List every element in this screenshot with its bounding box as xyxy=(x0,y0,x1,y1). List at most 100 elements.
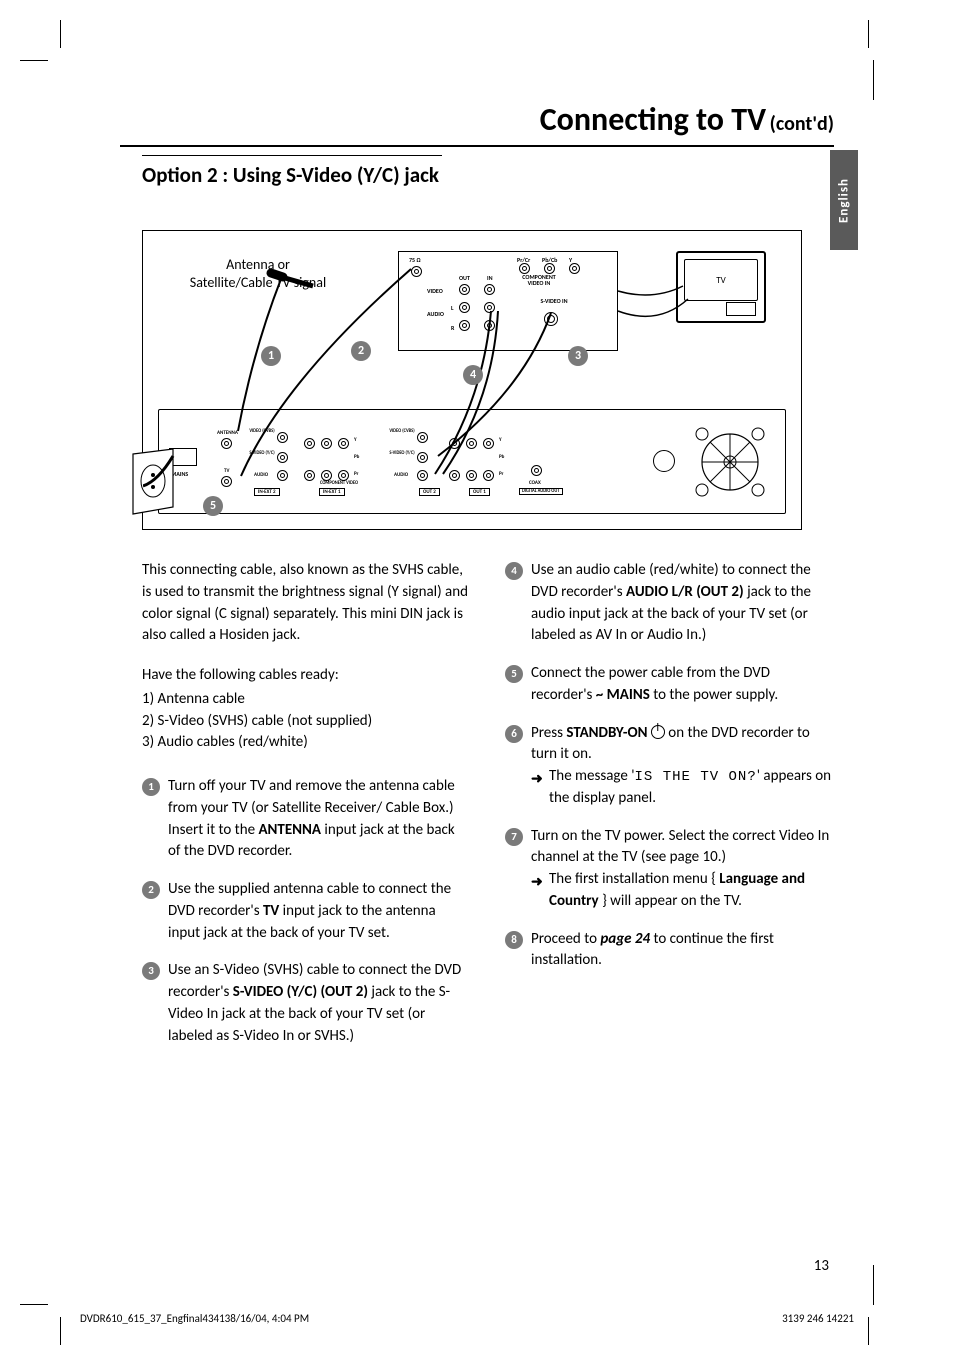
left-column: This connecting cable, also known as the… xyxy=(142,560,469,1063)
crop-mark xyxy=(873,1265,874,1305)
crop-mark xyxy=(873,60,874,100)
step-1: 1 Turn off your TV and remove the antenn… xyxy=(142,776,469,863)
jack-out1-d xyxy=(449,470,460,481)
pr-label2: Pr xyxy=(499,471,503,477)
jack-antenna xyxy=(411,266,422,277)
wall-outlet xyxy=(128,449,183,519)
step-num-2: 2 xyxy=(142,881,160,899)
step1-bold: ANTENNA xyxy=(258,821,321,839)
crop-mark xyxy=(20,1304,48,1305)
step5-bold: ~ MAINS xyxy=(596,686,650,704)
step5-post: to the power supply. xyxy=(650,686,778,704)
step-num-3: 3 xyxy=(142,962,160,980)
footer: DVDR610_615_37_Engfinal434 13 8/16/04, 4… xyxy=(80,1312,854,1325)
digaudio-label: DIGITAL AUDIO OUT xyxy=(519,488,563,495)
jack-audio-l-out xyxy=(459,302,470,313)
compvid-label: COMPONENT VIDEO xyxy=(314,482,364,487)
jack-out1-f xyxy=(483,470,494,481)
ant-label: 75 Ω xyxy=(409,256,421,264)
step-num-5: 5 xyxy=(505,665,523,683)
step7-sub-pre: The first installation menu { xyxy=(549,870,719,888)
svideo-label2: S-VIDEO (Y/C) xyxy=(249,452,275,457)
jack-ext2-cvbs xyxy=(277,432,288,443)
crop-mark xyxy=(868,1317,869,1345)
jack-ext2-svideo xyxy=(277,452,288,463)
video-label: VIDEO xyxy=(427,287,443,295)
jack-ext1-a xyxy=(304,438,315,449)
step3-bold: S-VIDEO (Y/C) (OUT 2) xyxy=(233,983,368,1001)
jack-out2-cvbs xyxy=(417,432,428,443)
y-label2: Y xyxy=(499,437,502,443)
tv-illustration: TV xyxy=(676,251,766,323)
jack-dvd-antenna xyxy=(221,438,232,449)
jack-ext1-b xyxy=(321,438,332,449)
crop-mark xyxy=(20,60,48,61)
jack-video-out xyxy=(459,284,470,295)
step-7: 7 Turn on the TV power. Select the corre… xyxy=(505,826,832,913)
step4-bold: AUDIO L/R (OUT 2) xyxy=(626,583,744,601)
step7-text: Turn on the TV power. Select the correct… xyxy=(531,827,829,867)
in-label: IN xyxy=(487,274,493,282)
jack-comp-y xyxy=(569,263,580,274)
language-tab: English xyxy=(830,150,858,250)
out1-label: OUT 1 xyxy=(469,488,490,496)
right-column: 4 Use an audio cable (red/white) to conn… xyxy=(505,560,832,1063)
callout-3: 3 xyxy=(568,346,588,366)
jack-out1-e xyxy=(466,470,477,481)
jack-comp-pr xyxy=(519,263,530,274)
fan-area xyxy=(690,422,770,502)
audio-label3: AUDIO xyxy=(394,472,408,478)
cvbs-label: VIDEO (CVBS) xyxy=(249,430,275,435)
tv-label2: TV xyxy=(224,468,229,474)
arrow-icon: ➜ xyxy=(531,872,543,892)
step2-bold: TV xyxy=(263,902,279,920)
tv-rear-panel: 75 Ω OUT IN VIDEO AUDIO L R COMPONENT VI… xyxy=(398,251,618,351)
step-num-8: 8 xyxy=(505,931,523,949)
jack-out2-svideo xyxy=(417,452,428,463)
jack-ext1-d xyxy=(304,470,315,481)
step6-sub-pre: The message ' xyxy=(549,767,635,785)
footer-date: 8/16/04, 4:04 PM xyxy=(230,1312,309,1325)
step6-seg: IS THE TV ON? xyxy=(635,769,757,785)
jack-dvd-tv xyxy=(221,476,232,487)
comp-label: COMPONENT VIDEO IN xyxy=(514,274,564,286)
small-circle xyxy=(653,450,675,472)
pr-label: Pr xyxy=(354,471,358,477)
arrow-icon: ➜ xyxy=(531,769,543,789)
out2-label: OUT 2 xyxy=(419,488,440,496)
crop-mark xyxy=(868,20,869,48)
r-label: R xyxy=(451,324,454,332)
audio-label2: AUDIO xyxy=(254,472,268,478)
tv-label: TV xyxy=(678,275,764,286)
step7-sub: ➜ The first installation menu { Language… xyxy=(531,869,832,913)
step8-pre: Proceed to xyxy=(531,930,600,948)
footer-partno: 3139 246 14221 xyxy=(752,1312,854,1325)
dvd-recorder-rear: MAINS ANTENNA TV IN-EXT 2 VIDEO (CVBS) S… xyxy=(158,409,786,514)
list-item: 3) Audio cables (red/white) xyxy=(142,732,469,754)
tv-panel xyxy=(726,302,756,316)
out-label: OUT xyxy=(459,274,470,282)
cable-list: 1) Antenna cable 2) S-Video (SVHS) cable… xyxy=(142,689,469,754)
footer-file: DVDR610_615_37_Engfinal434 xyxy=(80,1312,219,1325)
step6-sub: ➜ The message 'IS THE TV ON?' appears on… xyxy=(531,766,832,810)
crop-mark xyxy=(60,20,61,48)
section-heading: Option 2 : Using S-Video (Y/C) jack xyxy=(142,155,442,188)
callout-2: 2 xyxy=(351,341,371,361)
jack-ext1-c xyxy=(338,438,349,449)
jack-coax xyxy=(531,465,542,476)
audio-label: AUDIO xyxy=(427,310,444,318)
jack-out1-b xyxy=(466,438,477,449)
coax-label: COAX xyxy=(529,480,541,486)
step-3: 3 Use an S-Video (SVHS) cable to connect… xyxy=(142,960,469,1047)
antenna-label-l2: Satellite/Cable TV signal xyxy=(190,274,326,291)
jack-audio-r-in xyxy=(484,320,495,331)
y-label: Y xyxy=(354,437,357,443)
pb-label2: Pb xyxy=(499,454,504,460)
jack-out1-c xyxy=(483,438,494,449)
step6-pre: Press xyxy=(531,724,566,742)
jack-out1-a xyxy=(449,438,460,449)
jack-ext2-audio-l xyxy=(277,470,288,481)
callout-4: 4 xyxy=(463,365,483,385)
step-2: 2 Use the supplied antenna cable to conn… xyxy=(142,879,469,944)
connection-diagram: Antenna or Satellite/Cable TV signal 75 … xyxy=(142,230,802,530)
